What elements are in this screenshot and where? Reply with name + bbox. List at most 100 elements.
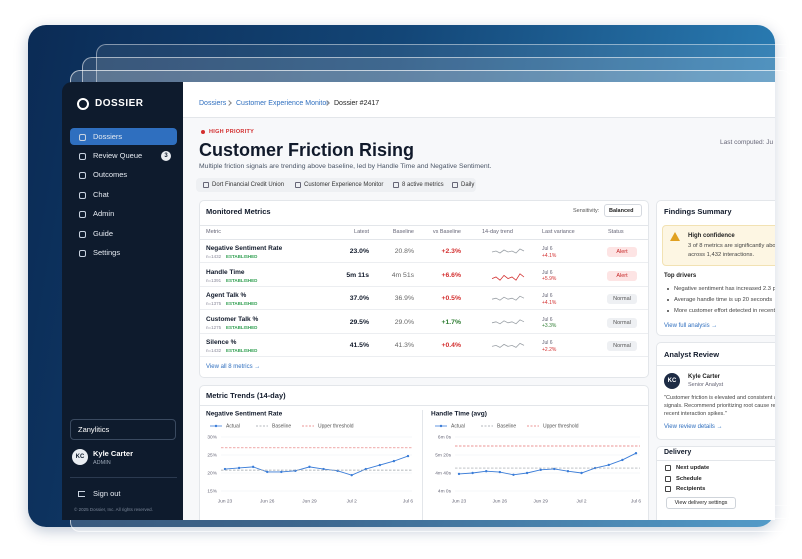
chip-bar bbox=[196, 178, 476, 192]
signout[interactable]: Sign out bbox=[93, 489, 121, 498]
priority-dot bbox=[201, 130, 205, 134]
confidence: High confidence bbox=[688, 233, 735, 239]
warning-icon bbox=[670, 232, 680, 241]
nav-item[interactable]: Settings bbox=[93, 248, 121, 257]
point bbox=[539, 468, 542, 472]
point bbox=[457, 472, 461, 476]
nav-item[interactable]: Admin bbox=[93, 209, 115, 218]
variance: +3.3% bbox=[542, 323, 557, 330]
row-divider bbox=[200, 332, 648, 334]
metric-tag: ESTABLISHED bbox=[226, 254, 258, 259]
x-tick-label: Jun 29 bbox=[533, 498, 548, 504]
column-header: Latest bbox=[354, 229, 369, 235]
driver: Average handle time is up 20 seconds bbox=[674, 297, 773, 303]
status-pill: Alert bbox=[607, 247, 637, 257]
sensitivity-label: Sensitivity: bbox=[573, 208, 600, 214]
nav-item[interactable]: Chat bbox=[93, 190, 109, 199]
point bbox=[280, 470, 283, 474]
header-bg bbox=[183, 82, 775, 118]
trends-card bbox=[199, 385, 649, 520]
link[interactable]: View review details → bbox=[664, 424, 723, 430]
divider bbox=[422, 410, 423, 520]
y-tick-label: 4m 0s bbox=[438, 488, 452, 494]
driver: More customer effort detected in recent … bbox=[674, 308, 789, 314]
metric-name: Customer Talk % bbox=[206, 315, 259, 323]
line bbox=[458, 452, 637, 476]
metric-meta: n=1375 bbox=[206, 301, 222, 307]
metric-meta: n=1432 bbox=[206, 348, 222, 354]
status-pill: Normal bbox=[607, 317, 637, 328]
nav-item[interactable]: Dossiers bbox=[93, 132, 123, 141]
point bbox=[553, 467, 556, 471]
link[interactable]: View full analysis → bbox=[664, 323, 718, 329]
drivers-title: Top drivers bbox=[664, 273, 697, 279]
nav-icon bbox=[79, 230, 86, 238]
item-icon bbox=[665, 465, 671, 471]
metric-name: Handle Time bbox=[206, 268, 245, 276]
view-all[interactable]: View all 8 metrics → bbox=[206, 364, 261, 370]
column-header: Last variance bbox=[542, 229, 575, 235]
divider bbox=[657, 460, 775, 461]
point bbox=[364, 467, 367, 471]
y-tick-label: 6m 0s bbox=[438, 434, 452, 440]
nav-icon bbox=[79, 191, 86, 199]
column-header: Status bbox=[608, 229, 624, 235]
nav-item[interactable]: Guide bbox=[93, 229, 114, 238]
point bbox=[566, 470, 570, 473]
x-tick-label: Jun 26 bbox=[493, 498, 508, 504]
metric-meta: n=1432 bbox=[206, 254, 222, 259]
item-icon bbox=[665, 486, 671, 492]
legend-label: Actual bbox=[451, 423, 465, 429]
breadcrumb[interactable]: Customer Experience Monitor bbox=[236, 100, 329, 107]
row-divider bbox=[200, 262, 648, 263]
line bbox=[224, 455, 409, 476]
point bbox=[485, 470, 488, 473]
metric-meta: n=1275 bbox=[206, 324, 222, 330]
summary: 3 of 8 metrics are significantly above b… bbox=[688, 243, 802, 249]
nav-item[interactable]: Review Queue bbox=[93, 151, 143, 160]
avatar: KC bbox=[72, 449, 88, 465]
sparkline bbox=[491, 319, 525, 325]
button[interactable]: View delivery settings bbox=[666, 497, 736, 509]
last-computed: Last computed: Ju bbox=[720, 139, 774, 146]
title: Customer Friction Rising bbox=[199, 140, 415, 160]
nav-icon bbox=[79, 133, 86, 141]
card-title: Findings Summary bbox=[664, 207, 732, 216]
point bbox=[580, 471, 583, 475]
x-tick-label: Jul 6 bbox=[631, 498, 641, 504]
legend-label: Baseline bbox=[272, 423, 291, 429]
chart-title: Negative Sentiment Rate bbox=[206, 411, 283, 418]
point bbox=[471, 471, 474, 475]
point bbox=[322, 467, 325, 471]
sparkline bbox=[491, 273, 525, 281]
select-value[interactable]: Balanced bbox=[609, 208, 634, 214]
chip: Dort Financial Credit Union bbox=[212, 182, 285, 188]
point bbox=[498, 470, 502, 474]
metric-name: Silence % bbox=[206, 339, 237, 347]
row-divider bbox=[200, 309, 648, 311]
analyst-name: Kyle Carter bbox=[688, 374, 721, 380]
breadcrumb[interactable]: Dossiers bbox=[199, 100, 227, 107]
legend-dot bbox=[439, 424, 443, 428]
callout bbox=[662, 225, 775, 266]
y-tick-label: 5m 20s bbox=[435, 452, 451, 458]
signout-icon bbox=[78, 491, 85, 497]
nav-item[interactable]: Outcomes bbox=[93, 170, 128, 179]
quote: "Customer friction is elevated and consi… bbox=[664, 395, 791, 401]
summary: across 1,432 interactions. bbox=[688, 252, 755, 258]
column-header: 14-day trend bbox=[482, 229, 513, 235]
point bbox=[237, 466, 241, 470]
legend-label: Actual bbox=[226, 423, 240, 429]
sparkline bbox=[491, 295, 525, 301]
metric-name: Negative Sentiment Rate bbox=[206, 245, 283, 252]
card-title: Analyst Review bbox=[664, 350, 720, 359]
point bbox=[223, 467, 227, 471]
y-tick-label: 4m 40s bbox=[435, 470, 451, 476]
baseline: 20.8% bbox=[394, 248, 414, 255]
point bbox=[634, 452, 638, 455]
point bbox=[251, 465, 255, 469]
y-tick-label: 30% bbox=[207, 434, 217, 440]
point bbox=[607, 463, 610, 467]
y-tick-label: 15% bbox=[207, 488, 217, 494]
